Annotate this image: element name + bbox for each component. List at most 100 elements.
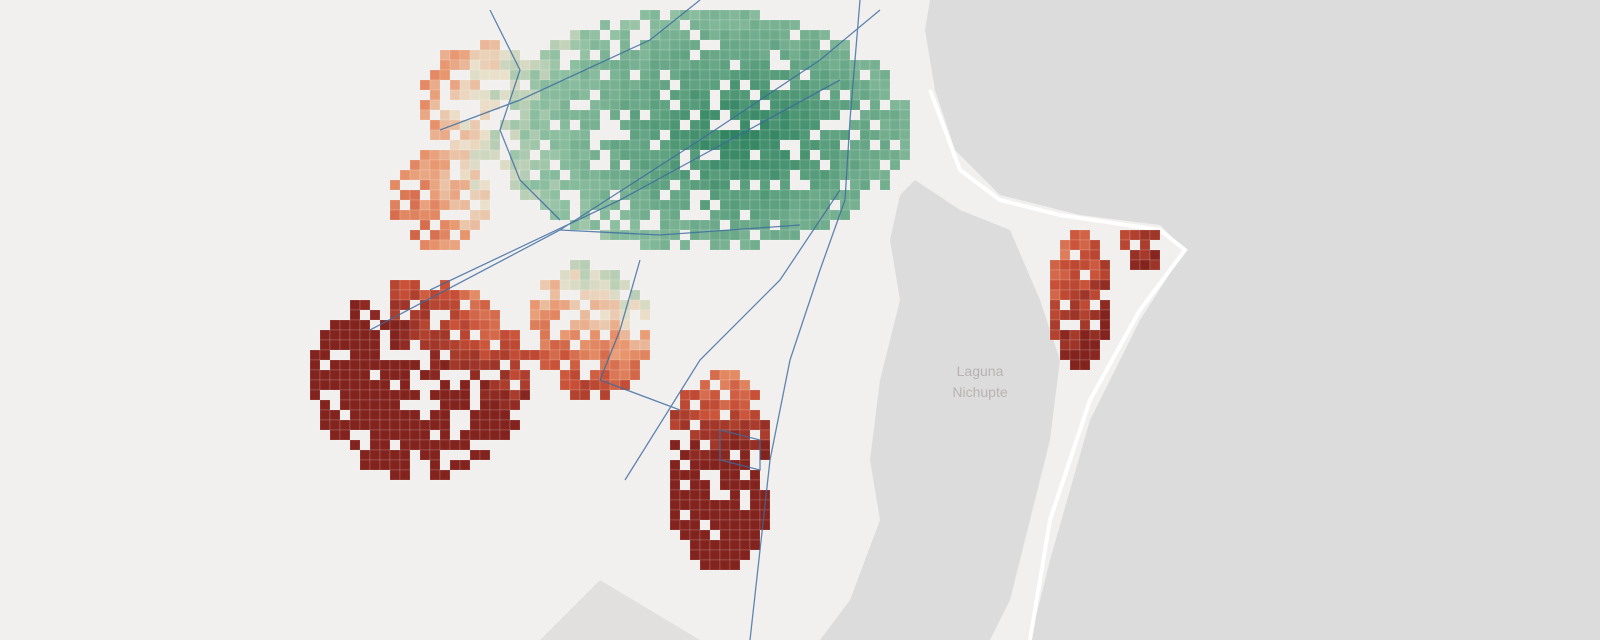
cell [639,199,651,211]
cell [479,349,491,361]
cell [479,379,491,391]
road [429,79,841,291]
cell [419,99,431,111]
cell [719,89,731,101]
cell [769,159,781,171]
cell [689,179,701,191]
cell [549,339,561,351]
cell [399,289,411,301]
cell [339,419,351,431]
cell [449,359,461,371]
cell [539,349,551,361]
cell [419,239,431,251]
cell [759,149,771,161]
cell [479,399,491,411]
cell [429,409,441,421]
cell [469,419,481,431]
cell [429,209,441,221]
cell [559,99,571,111]
cell [719,59,731,71]
cell [399,329,411,341]
cell [509,179,521,191]
cell [1059,249,1071,261]
cell [579,199,591,211]
cell [1099,309,1111,321]
cell [359,329,371,341]
cell [729,29,741,41]
cell [589,39,601,51]
cell [829,89,841,101]
cell [519,99,531,111]
cell [509,119,521,131]
cell [349,349,361,361]
cell [499,329,511,341]
cell [1139,259,1151,271]
cell [529,129,541,141]
road [369,9,881,331]
cell [819,199,831,211]
cell [499,399,511,411]
cell [549,149,561,161]
cell [459,459,471,471]
cell [769,99,781,111]
cell [749,509,761,521]
cell [359,379,371,391]
cell [539,129,551,141]
cell [389,319,401,331]
cell [699,159,711,171]
cell [619,79,631,91]
cell [509,129,521,141]
cell [709,219,721,231]
cell [469,409,481,421]
cell [479,189,491,201]
cell [709,459,721,471]
cell [609,89,621,101]
cell [609,59,621,71]
cell [859,59,871,71]
cell [439,179,451,191]
cell [749,39,761,51]
cell [759,19,771,31]
cell [679,419,691,431]
cell [759,219,771,231]
cell [659,59,671,71]
cell [529,309,541,321]
cell [649,189,661,201]
cell [749,539,761,551]
cell [669,469,681,481]
cell [709,389,721,401]
cell [469,369,481,381]
cell [379,379,391,391]
cell [739,439,751,451]
cell [669,39,681,51]
cell [459,49,471,61]
cell [699,179,711,191]
cell [739,149,751,161]
land-patch [540,580,700,640]
cell [379,369,391,381]
cell [469,299,481,311]
cell [329,429,341,441]
cell [579,169,591,181]
cell [669,489,681,501]
cell [759,449,771,461]
cell [619,29,631,41]
cell [509,389,521,401]
cell [469,169,481,181]
cell [699,9,711,21]
cell [869,159,881,171]
cell [819,169,831,181]
cell [1059,349,1071,361]
cell [739,389,751,401]
cell [829,129,841,141]
cell [679,449,691,461]
cell [759,489,771,501]
cell [879,79,891,91]
cell [699,99,711,111]
cell [899,139,911,151]
cell [1079,289,1091,301]
cell [1059,329,1071,341]
cell [389,369,401,381]
cell [689,229,701,241]
cell [329,329,341,341]
